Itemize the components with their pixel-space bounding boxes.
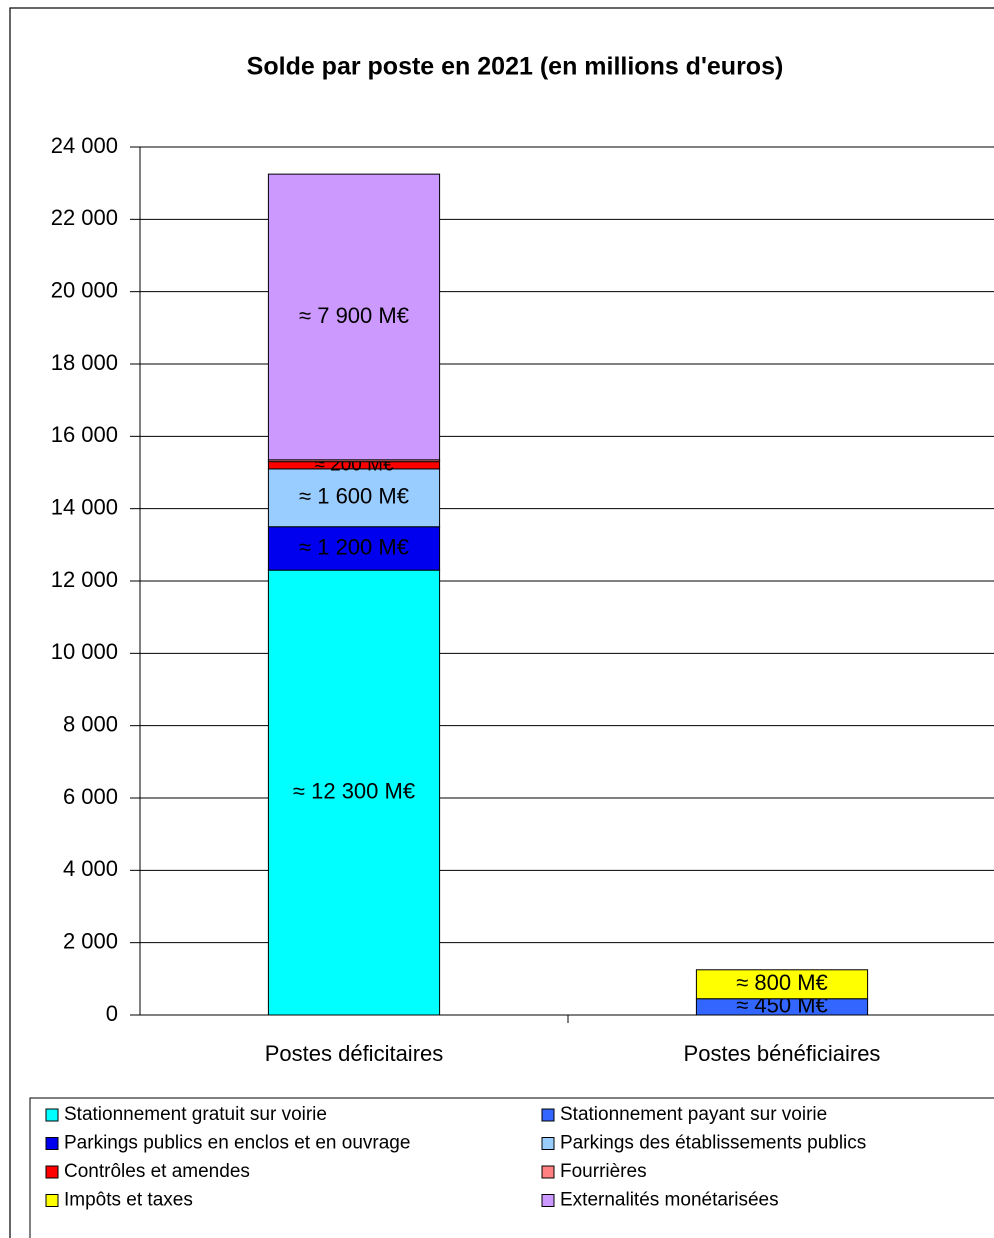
y-tick-label: 10 000 xyxy=(51,639,118,664)
bar-segment xyxy=(267,173,441,461)
y-tick-label: 4 000 xyxy=(63,856,118,881)
chart-frame xyxy=(9,7,994,1238)
y-tick-label: 24 000 xyxy=(51,133,118,158)
y-tick-label: 14 000 xyxy=(51,494,118,519)
value-label: ≈ 1 600 M€ xyxy=(299,484,409,509)
legend-swatch xyxy=(541,1165,555,1179)
y-tick-label: 6 000 xyxy=(63,784,118,809)
legend-label: Parkings publics en enclos et en ouvrage xyxy=(64,1133,410,1154)
legend-swatch xyxy=(541,1108,555,1122)
legend-swatch xyxy=(541,1194,555,1207)
value-label: ≈ 12 300 M€ xyxy=(293,778,415,803)
legend-swatch xyxy=(541,1137,555,1150)
legend-label: Contrôles et amendes xyxy=(64,1161,250,1182)
y-tick-label: 12 000 xyxy=(51,567,118,592)
x-tick-label: Postes déficitaires xyxy=(265,1041,444,1066)
bar-segment xyxy=(267,569,441,1016)
legend-label: Externalités monétarisées xyxy=(560,1190,779,1211)
y-tick-label: 16 000 xyxy=(51,422,118,447)
bar-segment xyxy=(267,526,441,571)
y-tick-label: 2 000 xyxy=(63,928,118,953)
y-tick-label: 20 000 xyxy=(51,277,118,302)
x-tick-label: Postes bénéficiaires xyxy=(684,1041,881,1066)
legend-label: Parkings des établissements publics xyxy=(560,1133,866,1154)
value-label: ≈ 1 200 M€ xyxy=(299,534,409,559)
legend-box xyxy=(29,1097,994,1238)
legend-label: Stationnement payant sur voirie xyxy=(560,1104,827,1125)
bar-segment xyxy=(695,969,869,1000)
legend-swatch xyxy=(45,1194,59,1207)
y-tick-label: 0 xyxy=(106,1001,118,1026)
legend-swatch xyxy=(45,1165,59,1179)
legend-swatch xyxy=(45,1137,59,1150)
legend-label: Impôts et taxes xyxy=(64,1190,193,1211)
bar-segment xyxy=(267,468,441,528)
value-label: ≈ 7 900 M€ xyxy=(299,303,409,328)
chart-title: Solde par poste en 2021 (en millions d'e… xyxy=(247,53,784,81)
y-tick-label: 22 000 xyxy=(51,205,118,230)
legend-swatch xyxy=(45,1108,59,1122)
value-label: ≈ 800 M€ xyxy=(736,970,828,995)
legend-label: Stationnement gratuit sur voirie xyxy=(64,1104,327,1125)
y-tick-label: 18 000 xyxy=(51,350,118,375)
legend-label: Fourrières xyxy=(560,1161,647,1182)
y-tick-label: 8 000 xyxy=(63,711,118,736)
